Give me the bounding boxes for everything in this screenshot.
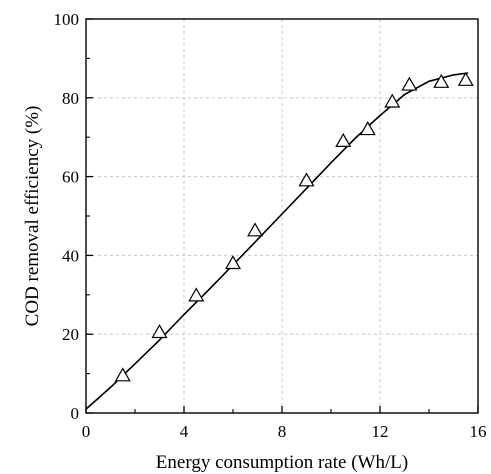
- x-tick-label: 0: [82, 422, 91, 441]
- data-point-triangle: [114, 367, 131, 382]
- y-axis-title: COD removal efficiency (%): [22, 106, 43, 327]
- data-points: [114, 71, 474, 382]
- y-tick-labels: 0 20 40 60 80 100: [54, 10, 80, 423]
- data-point-triangle: [433, 73, 450, 88]
- x-tick-label: 12: [372, 422, 389, 441]
- data-point-triangle: [384, 93, 401, 108]
- y-tick-label: 60: [62, 168, 79, 187]
- grid-lines: [86, 19, 478, 413]
- y-tick-label: 40: [62, 246, 79, 265]
- data-point-triangle: [457, 71, 474, 86]
- axis-ticks: [85, 18, 479, 414]
- data-point-triangle: [298, 172, 315, 187]
- x-tick-label: 4: [180, 422, 189, 441]
- data-point-triangle: [359, 121, 376, 136]
- fit-curve: [85, 72, 469, 410]
- y-tick-label: 100: [54, 10, 80, 29]
- y-tick-label: 0: [71, 404, 80, 423]
- y-tick-label: 20: [62, 325, 79, 344]
- x-tick-label: 16: [470, 422, 487, 441]
- data-point-triangle: [401, 76, 418, 91]
- x-axis-title: Energy consumption rate (Wh/L): [156, 452, 408, 473]
- data-point-triangle: [151, 324, 168, 339]
- data-point-triangle: [335, 132, 352, 147]
- data-point-triangle: [247, 222, 264, 237]
- data-point-triangle: [224, 255, 242, 270]
- x-tick-label: 8: [278, 422, 287, 441]
- x-tick-labels: 0 4 8 12 16: [82, 422, 487, 441]
- y-tick-label: 80: [62, 89, 79, 108]
- data-point-triangle: [188, 287, 205, 302]
